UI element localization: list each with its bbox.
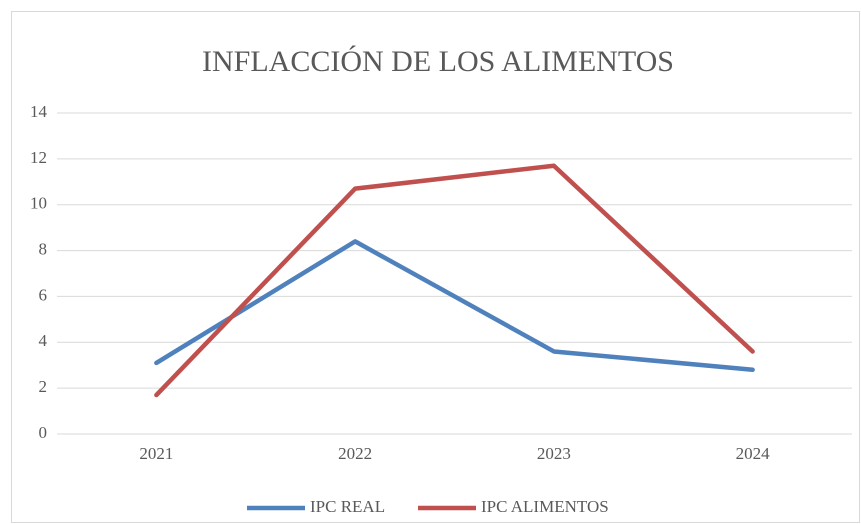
legend-label: IPC ALIMENTOS (481, 497, 609, 516)
y-tick-label: 2 (39, 377, 48, 396)
y-tick-label: 0 (39, 423, 48, 442)
y-tick-label: 10 (30, 194, 47, 213)
x-tick-label: 2023 (537, 444, 571, 463)
x-tick-label: 2021 (139, 444, 173, 463)
line-series (154, 239, 755, 373)
y-tick-label: 6 (39, 285, 48, 304)
chart-border (11, 11, 860, 523)
y-tick-label: 12 (30, 148, 47, 167)
x-tick-label: 2024 (736, 444, 771, 463)
y-tick-label: 4 (39, 331, 48, 350)
line-series (154, 163, 755, 398)
legend-label: IPC REAL (310, 497, 385, 516)
x-tick-label: 2022 (338, 444, 372, 463)
chart-title: INFLACCIÓN DE LOS ALIMENTOS (202, 45, 674, 78)
y-tick-label: 14 (30, 102, 48, 121)
y-tick-label: 8 (39, 239, 48, 258)
